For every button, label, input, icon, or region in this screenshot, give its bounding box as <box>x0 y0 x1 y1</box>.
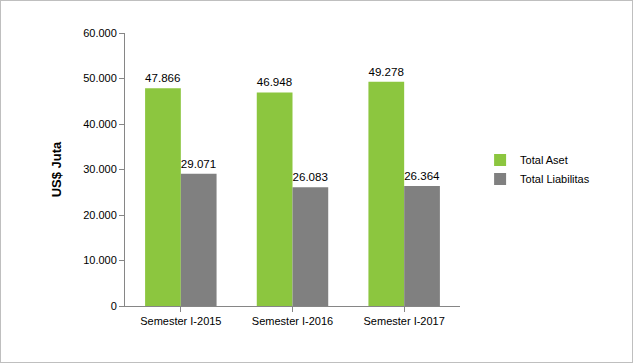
svg-text:Semester I-2017: Semester I-2017 <box>364 315 445 327</box>
svg-text:Total Liabilitas: Total Liabilitas <box>520 173 590 185</box>
svg-text:40.000: 40.000 <box>83 118 117 130</box>
svg-text:46.948: 46.948 <box>257 76 292 88</box>
svg-text:30.000: 30.000 <box>83 163 117 175</box>
svg-text:26.364: 26.364 <box>404 170 440 182</box>
svg-text:Total Aset: Total Aset <box>520 154 568 166</box>
svg-text:26.083: 26.083 <box>293 171 328 183</box>
svg-text:0: 0 <box>111 300 117 312</box>
svg-text:49.278: 49.278 <box>368 66 403 78</box>
svg-text:10.000: 10.000 <box>83 254 117 266</box>
svg-text:20.000: 20.000 <box>83 209 117 221</box>
svg-text:60.000: 60.000 <box>83 27 117 39</box>
svg-text:US$ Juta: US$ Juta <box>49 141 64 197</box>
svg-text:29.071: 29.071 <box>181 158 216 170</box>
svg-text:47.866: 47.866 <box>145 72 180 84</box>
svg-text:50.000: 50.000 <box>83 72 117 84</box>
svg-text:Semester I-2015: Semester I-2015 <box>140 315 221 327</box>
svg-text:Semester I-2016: Semester I-2016 <box>252 315 333 327</box>
